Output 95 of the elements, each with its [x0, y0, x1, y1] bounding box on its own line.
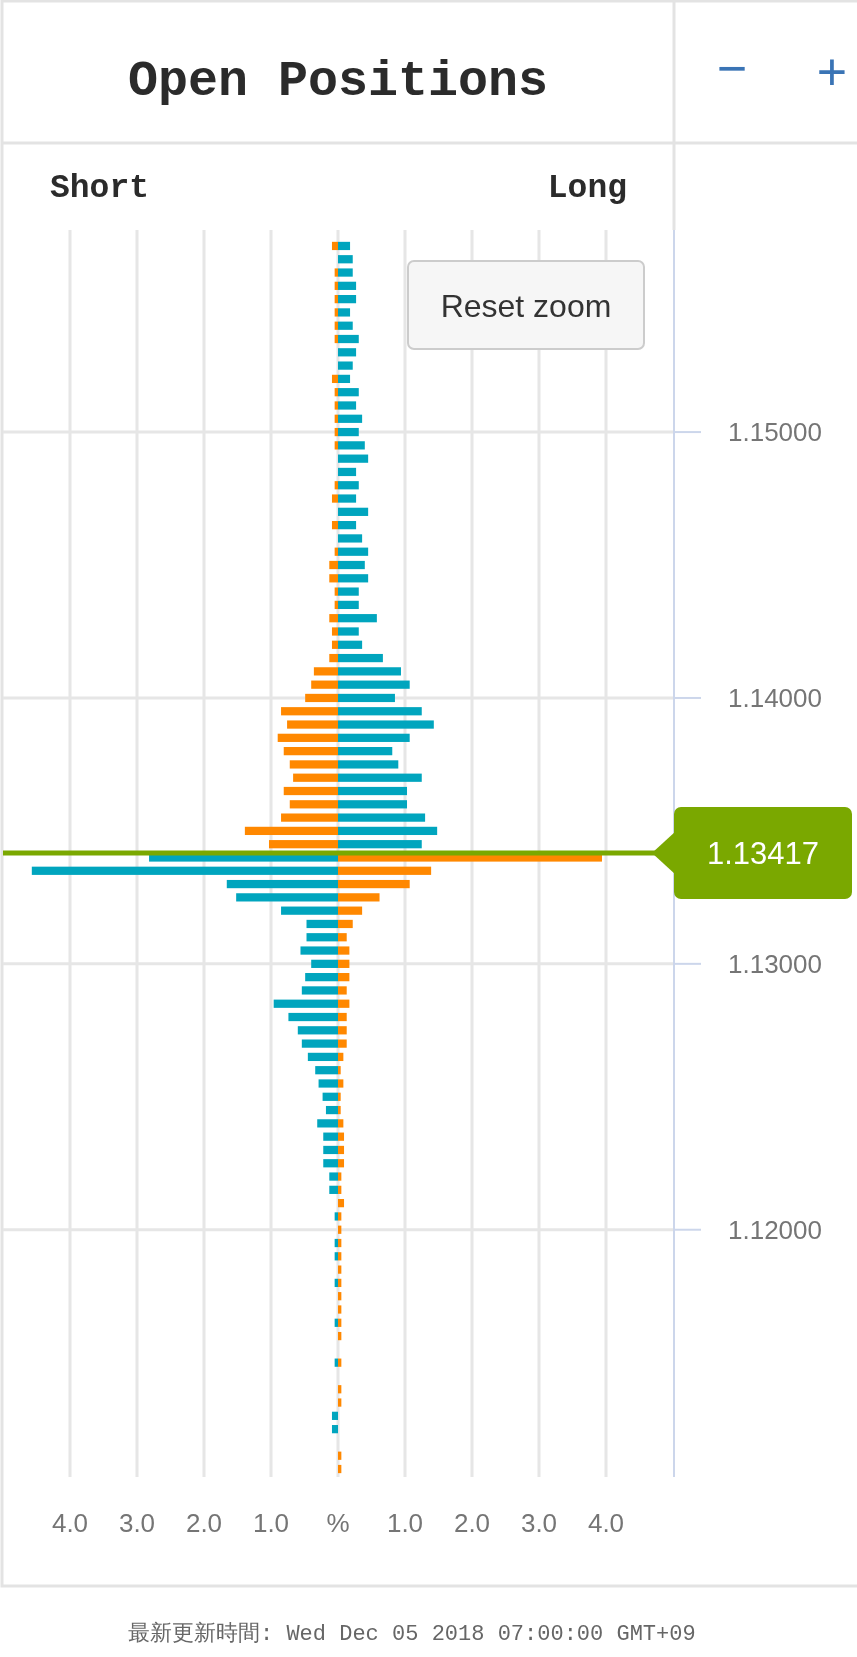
- bar: [338, 800, 408, 809]
- bar: [338, 268, 353, 277]
- bar: [338, 374, 351, 384]
- bar: [338, 388, 359, 397]
- x-tick-label: 4.0: [587, 1508, 625, 1538]
- bar: [293, 773, 338, 782]
- x-tick-label: 3.0: [520, 1508, 558, 1538]
- bar: [338, 813, 426, 822]
- bar: [244, 826, 338, 836]
- y-tick-label: 1.15000: [728, 417, 822, 448]
- bar: [338, 747, 393, 756]
- bar: [331, 241, 338, 251]
- bar: [334, 308, 338, 317]
- bar: [329, 560, 338, 570]
- bar: [338, 574, 369, 583]
- bar: [338, 760, 399, 769]
- chart-title: Open Positions: [127, 53, 549, 110]
- bar: [338, 733, 410, 742]
- bar: [329, 614, 338, 623]
- x-tick-label: 1.0: [386, 1508, 424, 1538]
- bar: [338, 454, 369, 463]
- y-tick-label: 1.12000: [728, 1214, 822, 1245]
- bar: [338, 321, 353, 330]
- bar: [305, 693, 338, 703]
- bar: [338, 507, 369, 516]
- text: −: [716, 39, 748, 97]
- bar: [338, 786, 408, 796]
- bar: [331, 374, 338, 384]
- bar: [338, 427, 359, 437]
- text: 最新更新時間: Wed Dec 05 2018 07:00:00 GMT+09: [128, 1621, 696, 1647]
- bar: [338, 653, 383, 663]
- bar: [338, 693, 395, 703]
- bar: [338, 281, 357, 290]
- x-tick-label: 4.0: [51, 1508, 89, 1538]
- bar: [338, 614, 377, 623]
- bar: [338, 494, 357, 503]
- bar: [338, 773, 422, 782]
- bar: [287, 720, 338, 729]
- x-tick-label: %: [326, 1508, 350, 1538]
- text: Short: [50, 170, 150, 207]
- bar: [338, 547, 369, 556]
- bar: [338, 640, 363, 649]
- bar: [338, 680, 410, 689]
- bar: [338, 521, 357, 530]
- bar: [289, 760, 338, 769]
- bar: [338, 308, 351, 317]
- bar: [289, 800, 338, 809]
- bar: [283, 747, 338, 756]
- bar: [283, 786, 338, 796]
- bar: [331, 521, 338, 530]
- bar: [338, 401, 357, 410]
- annotation: Reset zoom: [440, 288, 612, 324]
- bar: [338, 334, 359, 344]
- bar: [331, 640, 338, 649]
- bar: [338, 348, 357, 357]
- bar: [281, 813, 338, 822]
- bar: [338, 467, 357, 477]
- bar: [334, 268, 338, 277]
- bar: [313, 667, 338, 676]
- x-tick-label: 1.0: [252, 1508, 290, 1538]
- bar: [338, 441, 365, 450]
- bar: [338, 414, 363, 423]
- ref-line-label: 1.13417: [706, 835, 820, 871]
- bar: [334, 401, 338, 410]
- bar: [329, 653, 338, 663]
- bar: [277, 733, 338, 742]
- bar: [268, 840, 338, 849]
- bar: [338, 560, 365, 570]
- x-tick-label: 2.0: [185, 1508, 223, 1538]
- bar: [338, 255, 353, 264]
- bar: [338, 241, 351, 251]
- bar: [338, 481, 359, 490]
- text: +: [816, 43, 848, 101]
- x-tick-label: 2.0: [453, 1508, 491, 1538]
- bar: [331, 627, 338, 636]
- bar: [281, 707, 338, 716]
- bar: [331, 494, 338, 503]
- bar: [338, 600, 359, 610]
- bar: [338, 826, 438, 836]
- bar: [338, 534, 363, 543]
- bar: [338, 840, 422, 849]
- bar: [311, 680, 338, 689]
- y-tick-label: 1.13000: [728, 948, 822, 979]
- bar: [338, 720, 434, 729]
- bar: [338, 667, 401, 676]
- x-tick-label: 3.0: [118, 1508, 156, 1538]
- bar: [338, 627, 359, 636]
- bar: [338, 587, 359, 596]
- bar: [329, 574, 338, 583]
- text: Long: [547, 170, 627, 207]
- y-tick-label: 1.14000: [728, 682, 822, 713]
- bar: [334, 587, 338, 596]
- bar: [338, 707, 422, 716]
- bar: [338, 361, 353, 370]
- bar: [338, 295, 357, 304]
